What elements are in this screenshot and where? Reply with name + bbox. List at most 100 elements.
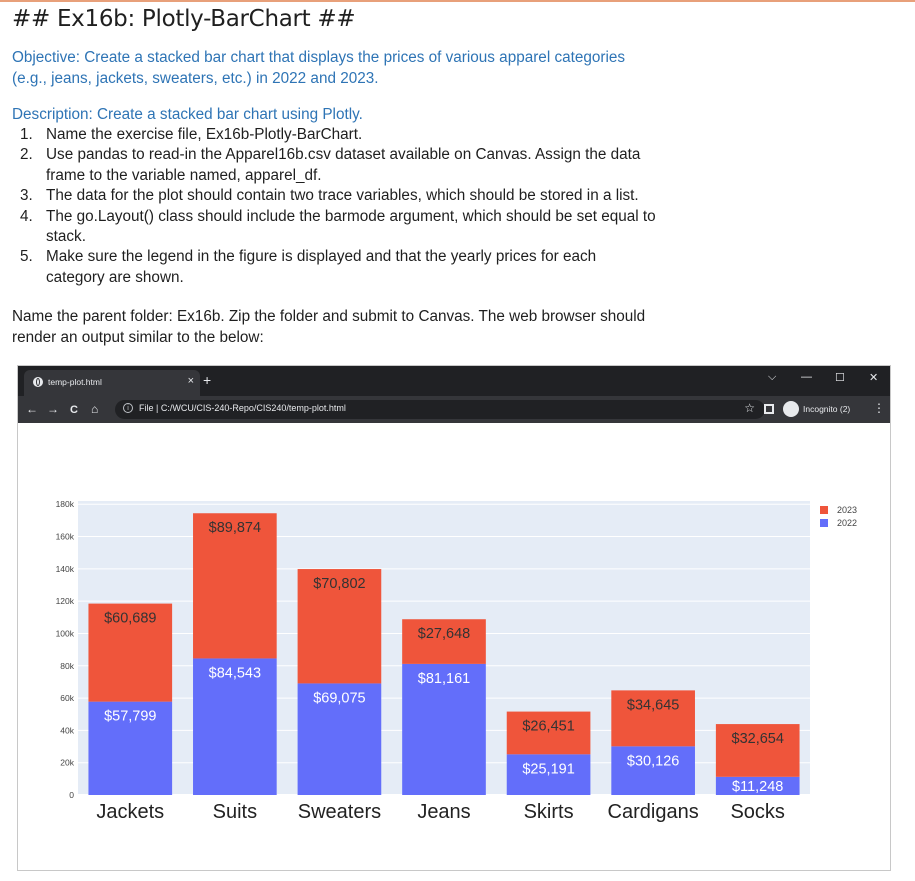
browser-tab[interactable]: temp-plot.html × [24, 370, 200, 396]
bar-2022 [193, 658, 277, 795]
address-bar[interactable]: i File | C:/WCU/CIS-240-Repo/CIS240/temp… [115, 400, 765, 419]
x-category-label: Jeans [417, 801, 470, 823]
bar-value-label: $27,648 [418, 626, 470, 642]
minimize-button[interactable]: — [801, 371, 812, 383]
x-category-label: Skirts [524, 801, 574, 823]
step-text: Make sure the legend in the figure is di… [46, 248, 597, 266]
legend-swatch-2023 [820, 506, 828, 514]
bar-value-label: $34,645 [627, 697, 679, 713]
tab-title: temp-plot.html [48, 377, 102, 387]
reload-icon[interactable]: C [70, 404, 78, 416]
bar-2023 [88, 603, 173, 702]
y-tick-label: 80k [60, 661, 74, 671]
x-category-label: Cardigans [608, 801, 699, 823]
y-tick-label: 20k [60, 758, 74, 768]
legend-swatch-2022 [820, 519, 828, 527]
step-item-continuation: stack. [12, 227, 656, 247]
objective-paragraph: Objective: Create a stacked bar chart th… [12, 47, 625, 89]
forward-arrow-icon[interactable]: → [47, 402, 59, 416]
close-window-button[interactable]: ✕ [869, 372, 879, 384]
instruction-steps: 1. Name the exercise file, Ex16b-Plotly-B… [12, 125, 656, 288]
legend-label: 2023 [837, 505, 857, 515]
x-category-label: Jackets [96, 801, 164, 823]
menu-kebab-icon[interactable]: ⋮ [873, 401, 885, 415]
incognito-label: Incognito (2) [803, 404, 851, 414]
bar-value-label: $89,874 [209, 520, 261, 536]
bar-2023 [715, 724, 800, 777]
browser-window: temp-plot.html × + ⌵ — ☐ ✕ ← → C ⌂ i Fil… [17, 365, 891, 871]
home-icon[interactable]: ⌂ [91, 402, 99, 416]
x-category-label: Suits [213, 801, 257, 823]
y-tick-label: 120k [56, 596, 75, 606]
bar-2023 [402, 619, 486, 664]
step-number: 1. [20, 126, 33, 143]
step-text: frame to the variable named, apparel_df. [46, 166, 322, 184]
tab-close-icon[interactable]: × [187, 375, 194, 387]
tab-search-chevron-icon[interactable]: ⌵ [768, 371, 777, 383]
step-item: 4. The go.Layout() class should include t… [12, 207, 656, 227]
step-text: The data for the plot should contain two… [46, 187, 639, 205]
bar-2022 [402, 663, 486, 795]
objective-label: Objective [12, 49, 76, 66]
step-text: The go.Layout() class should include the… [46, 207, 656, 225]
maximize-button[interactable]: ☐ [835, 372, 845, 384]
step-text: stack. [46, 228, 86, 246]
browser-toolbar: ← → C ⌂ i File | C:/WCU/CIS-240-Repo/CIS… [18, 396, 890, 423]
step-number: 4. [20, 207, 33, 225]
step-number: 5. [20, 248, 33, 266]
bar-value-label: $60,689 [104, 611, 156, 627]
step-text: category are shown. [46, 268, 184, 286]
step-item: 3. The data for the plot should contain t… [12, 186, 656, 206]
bar-value-label: $69,075 [313, 690, 365, 706]
bar-value-label: $57,799 [104, 709, 156, 725]
objective-text-line1: : Create a stacked bar chart that displa… [75, 49, 626, 66]
y-tick-label: 60k [60, 693, 74, 703]
step-number: 2. [20, 146, 33, 164]
stacked-bar-chart: 0 20k 40k 60k 80k 100k 120k 140k 160k 180k $57,799… [56, 499, 857, 823]
step-number: 3. [20, 187, 33, 205]
bar-2022 [297, 683, 382, 795]
bar-2022 [88, 701, 173, 795]
y-tick-label: 180k [56, 499, 75, 509]
step-item: 1. Name the exercise file, Ex16b-Plotly-B… [12, 125, 656, 145]
bar-value-label: $81,161 [418, 671, 470, 687]
bar-value-label: $84,543 [209, 665, 261, 681]
y-tick-label: 0 [69, 790, 74, 800]
description-label: Description [12, 106, 89, 123]
new-tab-button[interactable]: + [203, 372, 212, 388]
y-tick-label: 140k [56, 564, 75, 574]
bookmark-star-icon[interactable]: ☆ [744, 401, 755, 415]
bar-2023 [611, 690, 695, 747]
document-title: ## Ex16b: Plotly-BarChart ## [12, 6, 356, 32]
bar-2022 [715, 776, 800, 795]
browser-tab-bar: temp-plot.html × + ⌵ — ☐ ✕ [18, 366, 890, 396]
y-tick-label: 160k [56, 532, 75, 542]
side-panel-icon[interactable] [764, 404, 774, 414]
step-item-continuation: category are shown. [12, 268, 656, 288]
closing-paragraph: Name the parent folder: Ex16b. Zip the f… [12, 306, 645, 348]
bar-value-label: $26,451 [522, 719, 574, 735]
description-paragraph: Description: Create a stacked bar chart … [12, 104, 363, 125]
incognito-icon [783, 401, 799, 417]
bar-value-label: $30,126 [627, 753, 679, 769]
closing-line1: Name the parent folder: Ex16b. Zip the f… [12, 308, 646, 325]
bar-value-label: $32,654 [732, 731, 784, 747]
page-top-rule [0, 0, 915, 2]
y-tick-label: 100k [56, 628, 75, 638]
info-icon[interactable]: i [123, 403, 133, 413]
bar-2022 [506, 754, 591, 795]
step-item: 5. Make sure the legend in the figure is … [12, 247, 656, 267]
description-text: : Create a stacked bar chart using Plotl… [88, 106, 363, 123]
step-text: Use pandas to read-in the Apparel16b.csv… [46, 146, 641, 164]
step-item: 2. Use pandas to read-in the Apparel16b.c… [12, 145, 656, 165]
back-arrow-icon[interactable]: ← [26, 402, 38, 416]
incognito-profile-button[interactable]: Incognito (2) [783, 400, 861, 419]
bar-value-label: $70,802 [313, 576, 365, 592]
closing-line2: render an output similar to the below: [12, 329, 264, 346]
bar-2023 [193, 513, 277, 659]
bar-2022 [611, 746, 695, 795]
bar-value-label: $25,191 [522, 761, 574, 777]
x-category-label: Socks [730, 801, 784, 823]
step-text: Name the exercise file, Ex16b-Plotly-Bar… [46, 126, 363, 143]
bar-2023 [506, 711, 591, 755]
